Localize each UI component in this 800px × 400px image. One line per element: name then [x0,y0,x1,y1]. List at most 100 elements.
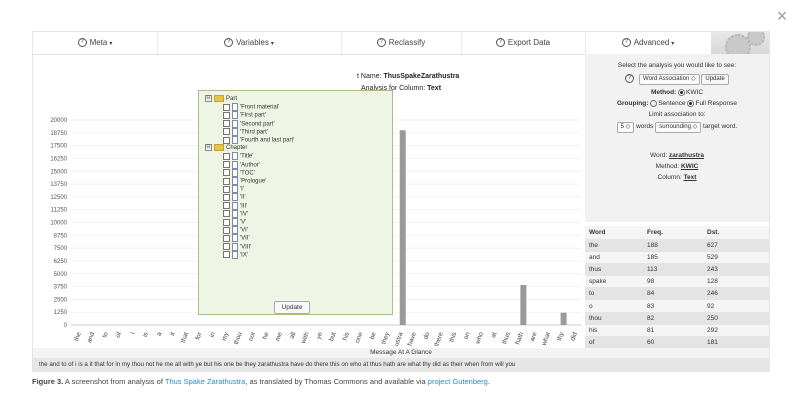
table-row[interactable]: thou 82 250 [585,311,769,325]
meta-menu-label: Meta [89,38,108,47]
tree-item-label: 'IX' [240,252,248,259]
analysis-type-select[interactable]: Word Association ◇ [639,74,700,86]
chart-bars [399,130,567,325]
variables-update-button[interactable]: Update [274,301,310,314]
tree-item[interactable]: 'VII' [223,234,250,243]
tree-item[interactable]: 'V' [223,218,246,226]
checkbox[interactable] [223,177,230,185]
collapse-icon[interactable]: ⊟ [205,144,212,152]
variables-menu[interactable]: ? Variables ▾ [157,32,342,54]
meta-menu[interactable]: ? Meta ▾ [33,32,158,54]
close-icon[interactable]: × [776,6,788,26]
checkbox[interactable] [223,234,230,242]
menu-bar: ? Meta ▾ ? Variables ▾ ? Reclassify ? Export D… [33,32,769,60]
y-tick-label: 6250 [54,259,68,265]
tree-item[interactable]: 'First part' [223,111,266,120]
checkbox[interactable] [223,185,230,193]
table-row[interactable]: to 84 246 [585,287,769,301]
x-tick-label: this [448,331,458,344]
checkbox[interactable] [223,136,230,144]
tree-item[interactable]: 'III' [223,201,247,210]
tree-item[interactable]: 'Second part' [223,119,275,128]
table-row[interactable]: o 83 92 [585,300,769,313]
tree-item[interactable]: 'VIII' [223,242,251,251]
checkbox[interactable] [223,202,230,210]
advanced-menu[interactable]: ? Advanced ▾ [585,32,711,54]
checkbox[interactable] [223,111,230,119]
tree-folder-part[interactable]: ⊟ Part [205,95,237,103]
table-row[interactable]: and 185 529 [585,251,769,264]
gutenberg-link[interactable]: project Gutenberg [427,377,488,386]
document-icon [232,193,238,202]
checkbox[interactable] [223,210,230,218]
x-tick-label: one [354,331,364,344]
document-icon [232,250,238,259]
checkbox[interactable] [223,251,230,259]
table-cell: 292 [707,326,718,334]
position-select[interactable]: surrounding ◇ [655,122,702,133]
method-kwic-radio[interactable] [678,89,686,96]
tree-item[interactable]: 'IV' [223,209,248,218]
checkbox[interactable] [223,152,230,160]
collapse-icon[interactable]: ⊟ [205,95,212,102]
checkbox[interactable] [223,161,230,169]
table-cell: thou [589,314,602,322]
table-header: Word Freq. Dst. [589,229,720,236]
y-tick-label: 5000 [54,272,68,278]
grouping-sentence-radio[interactable] [650,100,658,107]
variables-dropdown: ⊟ Part 'Front material' 'First part' 'Second… [198,90,393,315]
checkbox[interactable] [223,243,230,251]
x-tick-label: in [209,331,217,339]
checkbox[interactable] [223,169,230,177]
table-cell: spake [589,278,607,286]
x-tick-label: i [129,331,136,335]
table-cell: 128 [707,278,718,286]
checkbox[interactable] [223,103,230,111]
table-cell: 84 [647,290,655,298]
tree-item-label: 'V' [240,219,247,226]
tree-item[interactable]: 'Author' [223,160,260,169]
x-tick-label: he [262,331,271,341]
selected-word: Word: zarathustra [649,152,705,159]
table-cell: thus [589,266,602,274]
export-menu[interactable]: ? Export Data [461,32,586,54]
tree-item[interactable]: 'IX' [223,250,248,259]
bar-zarathustra[interactable] [399,130,406,325]
tree-item[interactable]: 'Front material' [223,103,279,112]
settings-gear-icon[interactable] [711,32,769,60]
zarathustra-link[interactable]: Thus Spake Zarathustra [164,377,246,386]
tree-item[interactable]: 'I' [223,185,244,194]
tree-item[interactable]: 'Prologue' [223,177,266,185]
checkbox[interactable] [223,193,230,201]
tree-item[interactable]: 'Title' [223,152,253,161]
table-cell: of [589,338,595,346]
tree-item[interactable]: 'II' [223,193,246,202]
checkbox[interactable] [223,226,230,234]
help-icon[interactable]: ? [625,74,635,83]
bar-thy[interactable] [560,312,567,325]
y-tick-label: 17500 [50,144,67,150]
tree-item[interactable]: 'Fourth and last part' [223,136,294,144]
bar-hath[interactable] [520,285,527,325]
grouping-full-response-radio[interactable] [687,100,695,107]
tree-item[interactable]: 'Third part' [223,127,268,136]
tree-folder-chapter[interactable]: ⊟ Chapter [205,144,247,152]
reclassify-menu[interactable]: ? Reclassify [341,32,462,54]
table-row[interactable]: the 188 627 [585,239,769,252]
table-row[interactable]: his 81 292 [585,324,769,337]
help-icon: ? [77,38,87,48]
tree-item[interactable]: 'TOC' [223,168,255,177]
table-row[interactable]: of 60 181 [585,335,769,349]
x-tick-label: on [463,331,472,341]
x-tick-label: not [247,331,257,342]
table-row[interactable]: thus 113 243 [585,263,769,277]
table-row[interactable]: spake 98 128 [585,275,769,288]
x-tick-label: to [101,331,110,339]
analysis-update-button[interactable]: Update [701,74,729,86]
checkbox[interactable] [223,120,230,128]
checkbox[interactable] [223,218,230,226]
chart-y-ticks: 0 1250 2500 3750 5000 6250 7500 8750 10000 11250 1… [50,118,67,329]
tree-item[interactable]: 'VI' [223,226,248,235]
checkbox[interactable] [223,128,230,136]
limit-number-select[interactable]: 5 ◇ [616,122,635,133]
